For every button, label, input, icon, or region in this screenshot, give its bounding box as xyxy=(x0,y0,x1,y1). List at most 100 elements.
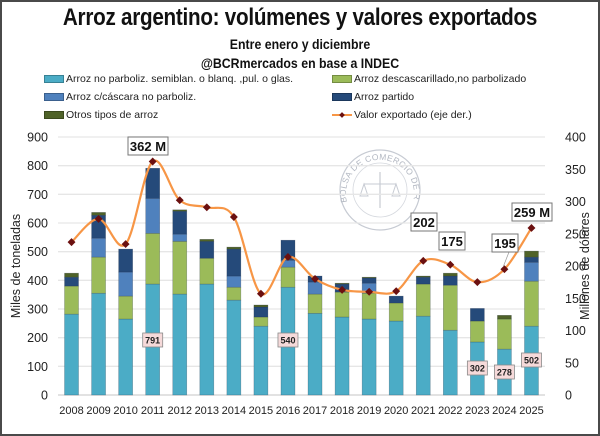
y-tick-label: 900 xyxy=(27,131,48,145)
legend-item-descascarillado: Arroz descascarillado,no parbolizado xyxy=(332,73,526,85)
legend-swatch-cascara xyxy=(44,93,64,101)
bar-segment-partido xyxy=(145,167,160,199)
bar-segment-descascarillado xyxy=(415,283,431,317)
y-tick-label: 400 xyxy=(27,274,48,288)
value-marker xyxy=(256,289,265,298)
bar-segment-descascarillado xyxy=(226,286,242,301)
legend-label: Arroz partido xyxy=(354,91,415,103)
legend-swatch-descascarillado xyxy=(332,75,352,83)
bar-total-label: 540 xyxy=(280,336,295,346)
bar-segment-partido xyxy=(443,275,458,286)
bar-segment-descascarillado xyxy=(470,320,485,343)
line-value-label: 259 M xyxy=(514,205,550,220)
bar-segment-cascara xyxy=(91,237,106,258)
value-marker xyxy=(419,256,428,265)
bar-segment-otros xyxy=(253,304,269,308)
bar-segment-descascarillado xyxy=(118,295,133,320)
value-marker xyxy=(338,285,347,294)
line-value-label-box xyxy=(127,136,169,156)
bar-segment-partido xyxy=(470,308,485,322)
line-value-label-box xyxy=(410,212,438,232)
bar-total-label: 791 xyxy=(145,336,160,346)
line-value-label-box xyxy=(438,231,466,251)
value-marker xyxy=(94,214,103,223)
value-marker xyxy=(175,196,184,205)
value-marker xyxy=(67,238,76,247)
y2-axis-title: Millones de dólares xyxy=(578,212,592,320)
y-tick-label: 800 xyxy=(27,159,48,173)
bar-segment-partido xyxy=(524,256,539,263)
seal-inner-ring xyxy=(352,162,408,218)
legend-item-cascara: Arroz c/cáscara no parboliz. xyxy=(44,91,196,103)
bar-segment-no_parboliz xyxy=(334,316,350,396)
y2-tick-label: 150 xyxy=(565,292,586,306)
y-tick-label: 600 xyxy=(27,217,48,231)
bar-segment-otros xyxy=(361,276,377,279)
bar-segment-no_parboliz xyxy=(443,329,458,396)
y-tick-label: 500 xyxy=(27,245,48,259)
bar-segment-descascarillado xyxy=(524,280,539,327)
bar-segment-partido xyxy=(388,295,404,304)
chart-title: Arroz argentino: volúmenes y valores exp… xyxy=(62,4,538,31)
x-tick-label: 2019 xyxy=(357,405,381,417)
line-value-label: 195 xyxy=(494,236,516,251)
bar-segment-otros xyxy=(415,275,431,278)
legend-swatch-no-parboliz xyxy=(44,75,64,83)
legend-label: Arroz descascarillado,no parbolizado xyxy=(354,73,527,85)
bar-segment-otros xyxy=(524,250,539,258)
bar-segment-partido xyxy=(199,241,215,259)
y-tick-label: 100 xyxy=(27,360,48,374)
bar-segment-no_parboliz xyxy=(388,320,404,396)
bar-segment-partido xyxy=(415,276,431,285)
bar-total-label: 502 xyxy=(524,356,539,366)
bar-segment-otros xyxy=(172,209,188,212)
bar-segment-cascara xyxy=(145,198,160,234)
x-tick-label: 2013 xyxy=(195,405,219,417)
legend-item-no-parboliz: Arroz no parboliz. semiblan. o blanq. ,p… xyxy=(44,73,293,85)
bar-segment-no_parboliz xyxy=(307,312,323,396)
bar-segment-otros xyxy=(497,315,512,320)
y-tick-label: 0 xyxy=(41,389,48,403)
value-marker xyxy=(500,265,509,274)
bar-segment-partido xyxy=(172,210,188,235)
line-value-label: 175 xyxy=(441,234,463,249)
legend-label: Arroz c/cáscara no parboliz. xyxy=(66,91,197,103)
bar-segment-descascarillado xyxy=(64,285,79,315)
bar-segment-descascarillado xyxy=(361,292,377,320)
y2-tick-label: 100 xyxy=(565,324,586,338)
y2-tick-label: 400 xyxy=(565,131,586,145)
x-tick-label: 2024 xyxy=(492,405,516,417)
value-marker xyxy=(365,287,374,296)
chart-subtitle: Entre enero y diciembre xyxy=(229,36,371,52)
x-tick-label: 2018 xyxy=(330,405,354,417)
bar-segment-descascarillado xyxy=(253,316,269,327)
bar-segment-descascarillado xyxy=(497,318,512,350)
y2-tick-label: 350 xyxy=(565,163,586,177)
y2-tick-label: 200 xyxy=(565,260,586,274)
bar-segment-descascarillado xyxy=(145,233,160,285)
y2-tick-label: 0 xyxy=(565,389,572,403)
bar-segment-no_parboliz xyxy=(64,313,79,396)
legend-item-otros: Otros tipos de arroz xyxy=(44,109,158,121)
bar-segment-cascara xyxy=(118,271,133,297)
bar-segment-partido xyxy=(226,248,242,277)
bar-segment-descascarillado xyxy=(443,284,458,331)
bar-segment-partido xyxy=(118,248,133,273)
bar-total-label-box xyxy=(142,332,164,348)
x-tick-label: 2023 xyxy=(465,405,489,417)
bar-segment-descascarillado xyxy=(280,266,296,288)
bar-segment-descascarillado xyxy=(91,256,106,294)
x-tick-label: 2014 xyxy=(222,405,246,417)
x-tick-label: 2010 xyxy=(113,405,137,417)
bar-segment-descascarillado xyxy=(199,257,215,285)
bar-total-label-box xyxy=(277,332,299,348)
line-value-label-box xyxy=(491,233,519,253)
bar-segment-otros xyxy=(334,282,350,285)
value-marker xyxy=(202,203,211,212)
bar-segment-no_parboliz xyxy=(253,325,269,396)
x-tick-label: 2022 xyxy=(438,405,462,417)
value-marker xyxy=(446,260,455,269)
watermark-seal: BOLSA DE COMERCIO DE ROSARIO xyxy=(0,0,422,231)
bar-segment-no_parboliz xyxy=(91,292,106,396)
bar-segment-otros xyxy=(199,239,215,242)
